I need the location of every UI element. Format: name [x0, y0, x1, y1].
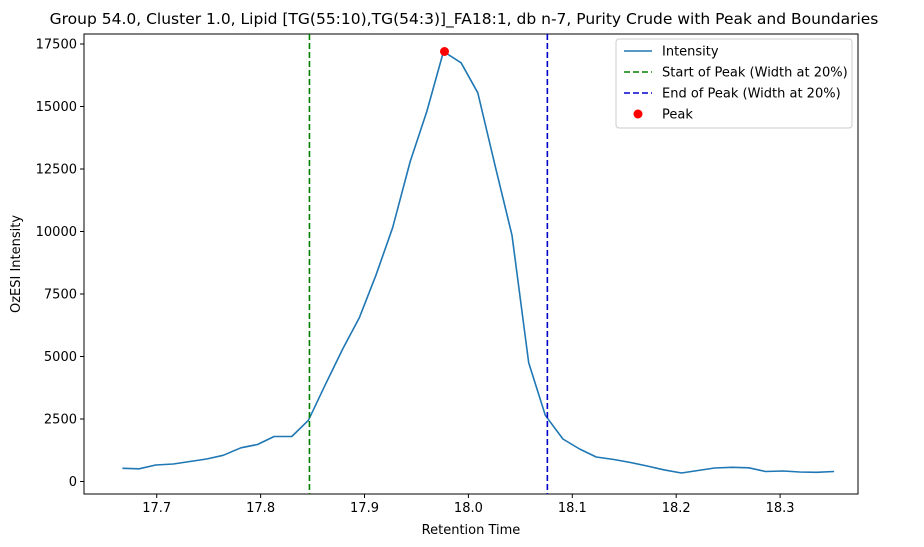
legend-label: Intensity — [662, 45, 719, 60]
legend-label: End of Peak (Width at 20%) — [662, 87, 841, 102]
legend-item-peak: Peak — [633, 108, 693, 123]
y-tick-label: 15000 — [36, 100, 77, 115]
series-line-intensity — [122, 50, 835, 474]
x-tick-label: 17.9 — [350, 501, 379, 516]
x-tick-label: 18.3 — [766, 501, 795, 516]
y-tick-label: 2500 — [44, 413, 77, 428]
x-axis-ticks: 17.7 17.8 17.9 18.0 18.1 18.2 18.3 — [142, 494, 795, 516]
y-tick-label: 5000 — [44, 350, 77, 365]
plot-frame — [83, 33, 859, 495]
y-axis-ticks: 0 2500 5000 7500 10000 12500 15000 17500 — [36, 38, 84, 490]
legend: Intensity Start of Peak (Width at 20%) End… — [615, 38, 853, 129]
x-tick-label: 17.8 — [246, 501, 275, 516]
x-tick-label: 18.1 — [558, 501, 587, 516]
y-tick-label: 10000 — [36, 225, 77, 240]
plot-area: 17.7 17.8 17.9 18.0 18.1 18.2 18.3 0 2500 5000 75… — [36, 33, 859, 516]
y-axis-label: OzESI Intensity — [9, 215, 24, 313]
lines-layer — [122, 34, 835, 494]
y-tick-label: 0 — [69, 475, 77, 490]
x-axis-label: Retention Time — [422, 523, 521, 538]
legend-item-intensity: Intensity — [624, 45, 719, 60]
y-tick-label: 12500 — [36, 163, 77, 178]
y-tick-label: 17500 — [36, 38, 77, 53]
legend-label: Peak — [662, 108, 693, 123]
legend-items: Intensity Start of Peak (Width at 20%) End… — [624, 45, 848, 123]
x-tick-label: 17.7 — [142, 501, 171, 516]
legend-swatch — [633, 109, 643, 119]
legend-box — [615, 38, 853, 129]
legend-item-end-of-peak: End of Peak (Width at 20%) — [624, 87, 841, 102]
peak-marker — [440, 47, 450, 56]
legend-item-start-of-peak: Start of Peak (Width at 20%) — [624, 66, 848, 81]
x-tick-label: 18.2 — [662, 501, 691, 516]
y-tick-label: 7500 — [44, 288, 77, 303]
legend-label: Start of Peak (Width at 20%) — [662, 66, 848, 81]
x-tick-label: 18.0 — [454, 501, 483, 516]
chart-title: Group 54.0, Cluster 1.0, Lipid [TG(55:10… — [50, 10, 879, 29]
